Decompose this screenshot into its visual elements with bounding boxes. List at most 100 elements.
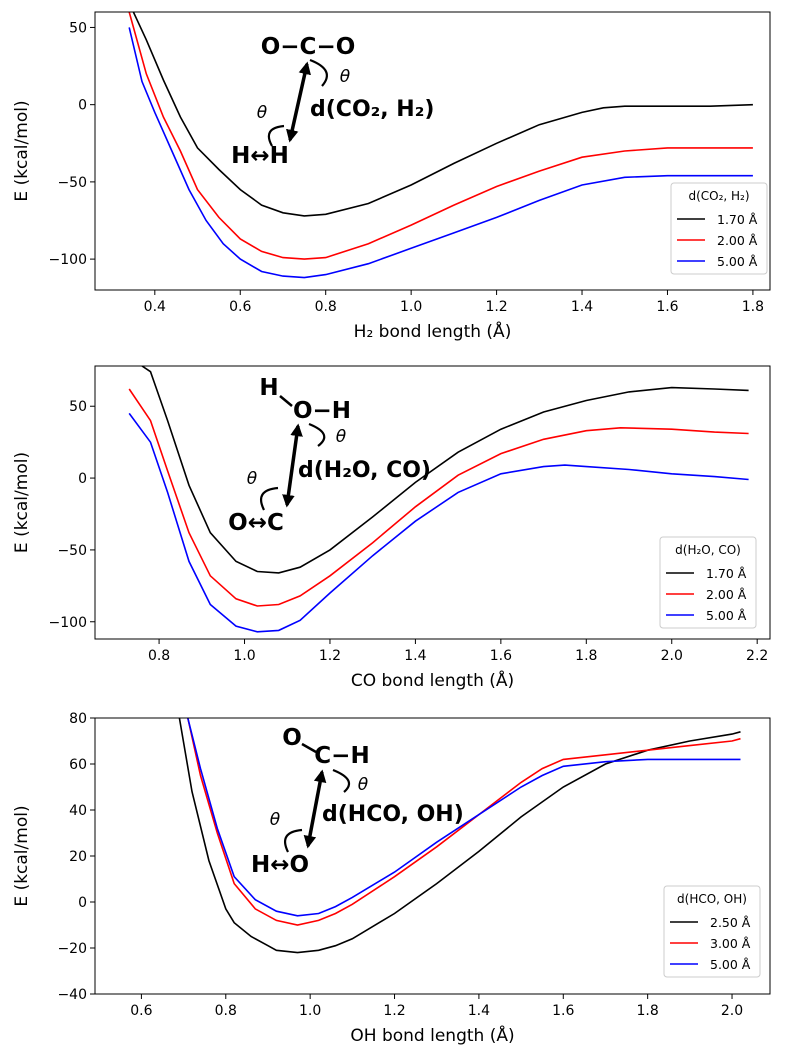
angle-theta-top: θ xyxy=(336,427,347,447)
x-axis-label: CO bond length (Å) xyxy=(351,669,514,691)
plot-area: 0.6 0.8 1.0 1.2 1.4 1.6 1.8 2.0 80 60 40 20 0 −20 −40 O… xyxy=(12,711,771,1046)
inset-top-molecule: O−C−O xyxy=(261,34,356,60)
legend-entry: 1.70 Å xyxy=(717,212,758,227)
x-tick-label: 2.0 xyxy=(661,648,683,664)
x-tick-label: 1.8 xyxy=(637,1003,659,1019)
angle-arc-top xyxy=(332,768,351,793)
legend-entry: 2.00 Å xyxy=(717,233,758,248)
x-tick-label: 1.6 xyxy=(490,648,512,664)
x-tick-label: 0.8 xyxy=(148,648,170,664)
x-tick-label: 1.8 xyxy=(575,648,597,664)
plot-frame xyxy=(94,11,771,291)
plot-frame xyxy=(94,365,771,640)
series-line-2 xyxy=(128,12,753,260)
series-line-3 xyxy=(128,27,753,279)
x-tick-label: 1.4 xyxy=(571,299,593,315)
inset-bottom-molecule: H↔O xyxy=(251,852,309,878)
y-tick-label: −20 xyxy=(57,941,87,957)
x-tick-label: 2.2 xyxy=(746,648,768,664)
panel-1: 0.4 0.6 0.8 1.0 1.2 1.4 1.6 1.8 50 0 −50 −100 H₂ bon… xyxy=(12,11,771,342)
x-tick-label: 1.6 xyxy=(656,299,678,315)
angle-theta-top: θ xyxy=(358,775,369,795)
legend-entry: 1.70 Å xyxy=(706,566,747,581)
y-tick-label: 0 xyxy=(78,471,87,487)
distance-arrow xyxy=(282,423,303,508)
angle-theta-bottom: θ xyxy=(257,103,268,123)
series-line-1 xyxy=(141,366,749,574)
series-line-1 xyxy=(178,718,741,954)
angle-arc-bottom xyxy=(284,828,303,853)
panel-3: 0.6 0.8 1.0 1.2 1.4 1.6 1.8 2.0 80 60 40 20 0 −20 −40 O… xyxy=(12,711,771,1046)
legend-entry: 2.50 Å xyxy=(710,915,751,930)
x-tick-label: 0.6 xyxy=(130,1003,152,1019)
angle-arc-top xyxy=(309,58,328,87)
legend-title: d(HCO, OH) xyxy=(677,892,747,906)
angle-theta-top: θ xyxy=(340,67,351,87)
x-tick-label: 1.2 xyxy=(485,299,507,315)
inset-extra-atom: H xyxy=(259,375,278,401)
y-tick-label: 50 xyxy=(69,399,87,415)
angle-arc-bottom xyxy=(260,486,279,511)
angle-theta-bottom: θ xyxy=(247,469,258,489)
y-axis-label: E (kcal/mol) xyxy=(12,805,32,906)
inset-top-molecule: C−H xyxy=(314,743,369,769)
legend-entry: 5.00 Å xyxy=(706,608,747,623)
angle-arc-top xyxy=(308,422,326,447)
y-tick-label: 60 xyxy=(69,757,87,773)
distance-arrow xyxy=(286,61,311,143)
y-tick-label: 0 xyxy=(78,98,87,114)
legend: d(CO₂, H₂) 1.70 Å 2.00 Å 5.00 Å xyxy=(670,182,768,275)
inset-bottom-molecule: O↔C xyxy=(228,510,284,536)
inset-bottom-molecule: H↔H xyxy=(231,143,289,169)
legend: d(HCO, OH) 2.50 Å 3.00 Å 5.00 Å xyxy=(663,885,761,978)
legend-box xyxy=(663,885,761,978)
x-tick-label: 1.6 xyxy=(552,1003,574,1019)
distance-label: d(HCO, OH) xyxy=(322,802,464,827)
molecule-inset: O−C−O H↔H θ θ d(CO₂, H₂) xyxy=(231,34,434,169)
y-tick-label: −40 xyxy=(57,987,87,1003)
y-axis-label: E (kcal/mol) xyxy=(12,100,32,201)
x-tick-label: 1.0 xyxy=(299,1003,321,1019)
y-tick-label: 0 xyxy=(78,895,87,911)
y-axis-label: E (kcal/mol) xyxy=(12,452,32,553)
x-tick-label: 0.4 xyxy=(144,299,166,315)
distance-label: d(CO₂, H₂) xyxy=(310,97,434,122)
panel-2: 0.8 1.0 1.2 1.4 1.6 1.8 2.0 2.2 50 0 −50 −100 CO bon… xyxy=(12,365,771,691)
series-line-2 xyxy=(187,718,741,926)
legend-entry: 5.00 Å xyxy=(710,957,751,972)
plot-area: 0.4 0.6 0.8 1.0 1.2 1.4 1.6 1.8 50 0 −50 −100 H₂ bon… xyxy=(12,11,771,342)
x-tick-label: 0.8 xyxy=(215,1003,237,1019)
x-tick-label: 1.4 xyxy=(468,1003,490,1019)
series-line-3 xyxy=(128,412,749,633)
legend: d(H₂O, CO) 1.70 Å 2.00 Å 5.00 Å xyxy=(659,536,757,629)
oh-bond xyxy=(279,395,293,407)
angle-theta-bottom: θ xyxy=(270,810,281,830)
angle-arc-bottom xyxy=(267,124,285,147)
legend-box xyxy=(659,536,757,629)
x-axis-label: OH bond length (Å) xyxy=(350,1024,514,1046)
x-tick-label: 0.8 xyxy=(315,299,337,315)
y-tick-label: 80 xyxy=(69,711,87,727)
x-tick-label: 0.6 xyxy=(229,299,251,315)
y-tick-label: −50 xyxy=(57,175,87,191)
x-axis-label: H₂ bond length (Å) xyxy=(354,320,512,342)
legend-title: d(CO₂, H₂) xyxy=(688,189,749,203)
y-tick-label: −100 xyxy=(49,252,87,268)
molecule-inset: O C−H H↔O θ θ d(HCO, OH) xyxy=(251,725,464,878)
series-line-3 xyxy=(187,718,741,917)
legend-entry: 2.00 Å xyxy=(706,587,747,602)
x-tick-label: 1.4 xyxy=(404,648,426,664)
distance-label: d(H₂O, CO) xyxy=(298,458,431,483)
y-tick-label: 40 xyxy=(69,803,87,819)
x-tick-label: 1.0 xyxy=(233,648,255,664)
legend-title: d(H₂O, CO) xyxy=(675,543,741,557)
co-bond xyxy=(301,742,317,754)
legend-entry: 5.00 Å xyxy=(717,254,758,269)
inset-extra-atom: O xyxy=(282,725,302,751)
series-line-2 xyxy=(128,388,749,607)
y-tick-label: −100 xyxy=(49,615,87,631)
y-tick-label: −50 xyxy=(57,543,87,559)
legend-entry: 3.00 Å xyxy=(710,936,751,951)
molecule-inset: H O−H O↔C θ θ d(H₂O, CO) xyxy=(228,375,431,536)
